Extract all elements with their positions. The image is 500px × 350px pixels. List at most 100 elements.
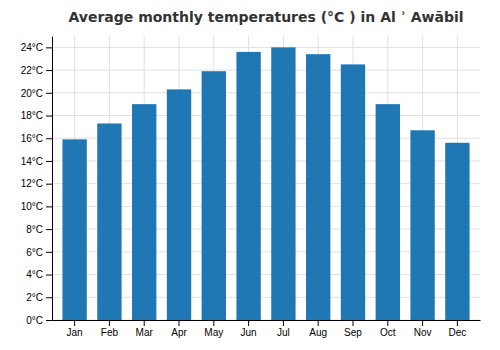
x-tick: Jun	[241, 320, 257, 338]
x-tick-label: Feb	[101, 327, 119, 338]
x-tick-mark	[457, 320, 458, 326]
bar	[202, 71, 226, 320]
y-tick: 20°C	[21, 88, 52, 99]
y-tick: 14°C	[21, 156, 52, 167]
x-axis: Jan Feb Mar Apr May Jun Jul Aug Sep Oct Nov Dec	[53, 320, 481, 338]
x-tick: Oct	[380, 320, 396, 338]
title: Average monthly temperatures (°C ) in Al…	[68, 9, 463, 25]
x-tick: Sep	[344, 320, 362, 338]
bar	[97, 123, 121, 320]
x-tick-label: Nov	[414, 327, 432, 338]
x-tick: May	[204, 320, 223, 338]
x-tick-label: Aug	[309, 327, 327, 338]
grid	[52, 36, 480, 320]
x-tick-mark	[352, 320, 353, 326]
grid-line-y	[52, 70, 480, 71]
bar	[410, 130, 434, 320]
x-tick: Mar	[136, 320, 154, 338]
x-tick-label: Jan	[67, 327, 83, 338]
y-tick: 22°C	[21, 65, 52, 76]
y-tick-mark	[46, 229, 52, 230]
bar	[445, 143, 469, 320]
y-tick-label: 4°C	[26, 269, 43, 280]
y-tick-mark	[46, 275, 52, 276]
chart: Jan Feb Mar Apr May Jun Jul Aug Sep Oct Nov Dec 0°C 2…	[0, 0, 500, 350]
y-tick: 10°C	[21, 201, 52, 212]
x-tick-mark	[144, 320, 145, 326]
y-tick-mark	[46, 206, 52, 207]
grid-line-y	[52, 47, 480, 48]
y-tick-label: 12°C	[21, 178, 43, 189]
x-tick: Dec	[448, 320, 466, 338]
bar	[341, 64, 365, 320]
y-tick-label: 20°C	[21, 88, 43, 99]
x-tick-mark	[179, 320, 180, 326]
x-tick: Apr	[171, 320, 187, 338]
y-axis: 0°C 2°C 4°C 6°C 8°C 10°C 12°C 14°C 16°C 18°C 20°C 2…	[21, 37, 53, 326]
bar	[306, 54, 330, 320]
y-tick: 8°C	[26, 224, 52, 235]
bar	[132, 104, 156, 320]
x-tick: Feb	[101, 320, 119, 338]
x-tick-mark	[318, 320, 319, 326]
y-tick-label: 24°C	[21, 42, 43, 53]
y-tick-mark	[46, 70, 52, 71]
grid-line-y	[52, 115, 480, 116]
y-tick-label: 0°C	[26, 315, 43, 326]
y-tick-label: 16°C	[21, 133, 43, 144]
y-axis-line	[52, 37, 53, 321]
bar	[271, 47, 295, 320]
y-tick-mark	[46, 47, 52, 48]
x-tick-mark	[74, 320, 75, 326]
x-tick-mark	[248, 320, 249, 326]
y-tick-mark	[46, 161, 52, 162]
bar	[167, 89, 191, 320]
x-tick: Jan	[67, 320, 83, 338]
x-tick-label: Dec	[448, 327, 466, 338]
y-tick-mark	[46, 184, 52, 185]
plot: Jan Feb Mar Apr May Jun Jul Aug Sep Oct Nov Dec 0°C 2…	[21, 36, 481, 338]
x-tick-label: Sep	[344, 327, 362, 338]
x-tick: Aug	[309, 320, 327, 338]
y-tick: 2°C	[26, 292, 52, 303]
x-tick: Nov	[414, 320, 432, 338]
x-axis-line	[53, 320, 481, 321]
x-tick: Jul	[277, 320, 290, 338]
y-tick-label: 14°C	[21, 156, 43, 167]
x-tick-mark	[109, 320, 110, 326]
y-tick: 16°C	[21, 133, 52, 144]
x-tick-label: Jun	[241, 327, 257, 338]
y-tick: 18°C	[21, 110, 52, 121]
bar	[376, 104, 400, 320]
bar	[236, 52, 260, 320]
y-tick-mark	[46, 138, 52, 139]
y-tick-label: 10°C	[21, 201, 43, 212]
y-tick-label: 6°C	[26, 247, 43, 258]
y-tick-label: 22°C	[21, 65, 43, 76]
bars	[62, 47, 469, 320]
x-tick-mark	[213, 320, 214, 326]
y-tick-mark	[46, 320, 52, 321]
grid-line-y	[52, 92, 480, 93]
y-tick-mark	[46, 116, 52, 117]
x-tick-mark	[283, 320, 284, 326]
x-tick-label: May	[204, 327, 223, 338]
y-tick-mark	[46, 297, 52, 298]
y-tick-mark	[46, 252, 52, 253]
y-tick: 4°C	[26, 269, 52, 280]
y-tick-label: 2°C	[26, 292, 43, 303]
y-tick: 0°C	[26, 315, 52, 326]
x-tick-label: Mar	[136, 327, 154, 338]
x-tick-mark	[387, 320, 388, 326]
y-tick: 12°C	[21, 178, 52, 189]
x-tick-label: Jul	[277, 327, 290, 338]
y-tick-mark	[46, 93, 52, 94]
y-tick-label: 18°C	[21, 110, 43, 121]
y-tick: 6°C	[26, 247, 52, 258]
x-tick-mark	[422, 320, 423, 326]
y-tick-label: 8°C	[26, 224, 43, 235]
x-tick-label: Apr	[171, 327, 187, 338]
y-tick: 24°C	[21, 42, 52, 53]
bar	[62, 139, 86, 320]
x-tick-label: Oct	[380, 327, 396, 338]
